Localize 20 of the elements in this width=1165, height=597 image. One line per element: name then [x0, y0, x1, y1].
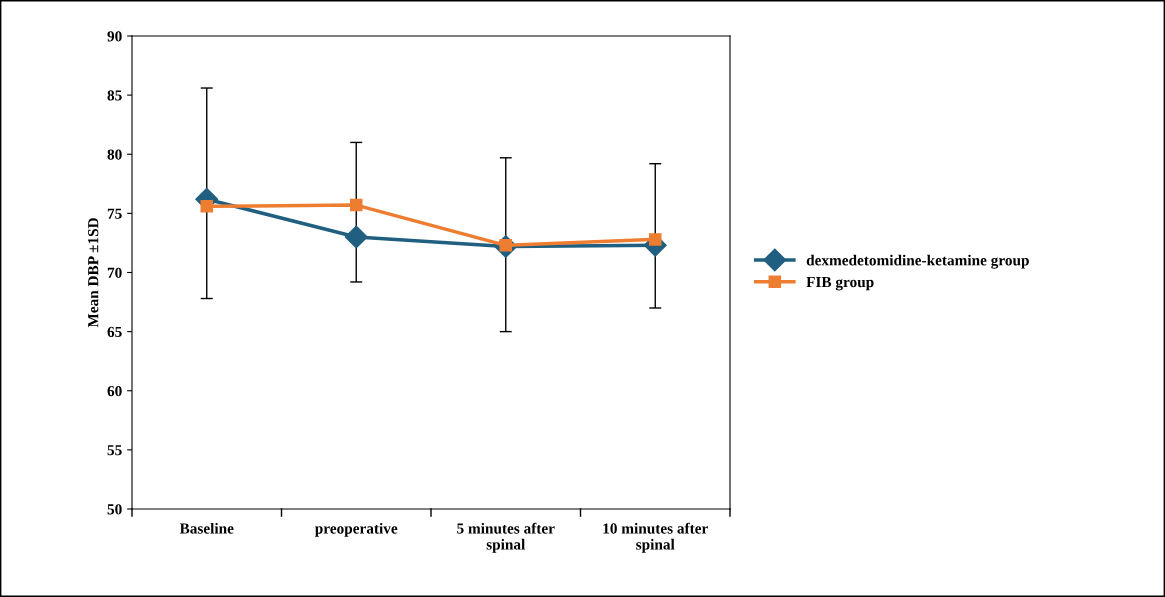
y-tick-label: 70 — [107, 267, 122, 278]
y-tick-label: 60 — [107, 385, 122, 397]
y-tick-label: 55 — [107, 445, 122, 456]
y-tick-label: 80 — [107, 149, 122, 160]
y-axis-title: Mean DBP ±1SD — [88, 218, 99, 328]
x-tick-label: Baseline — [179, 522, 234, 534]
x-tick-label: 10 minutes after spinal — [603, 522, 708, 553]
y-tick-label: 65 — [107, 326, 122, 338]
x-tick-label: preoperative — [315, 522, 398, 537]
y-tick-label: 85 — [107, 90, 122, 101]
point — [349, 198, 363, 212]
point — [648, 233, 662, 246]
legend-label: dexmedetomidine-ketamine group — [806, 254, 1029, 269]
point — [344, 225, 368, 249]
y-tick-label: 75 — [107, 208, 122, 219]
y-tick-label: 90 — [107, 31, 122, 42]
legend-label: FIB group — [806, 277, 874, 291]
y-tick-label: 50 — [107, 504, 122, 515]
x-tick-label: 5 minutes after spinal — [457, 522, 555, 553]
point — [200, 200, 214, 213]
